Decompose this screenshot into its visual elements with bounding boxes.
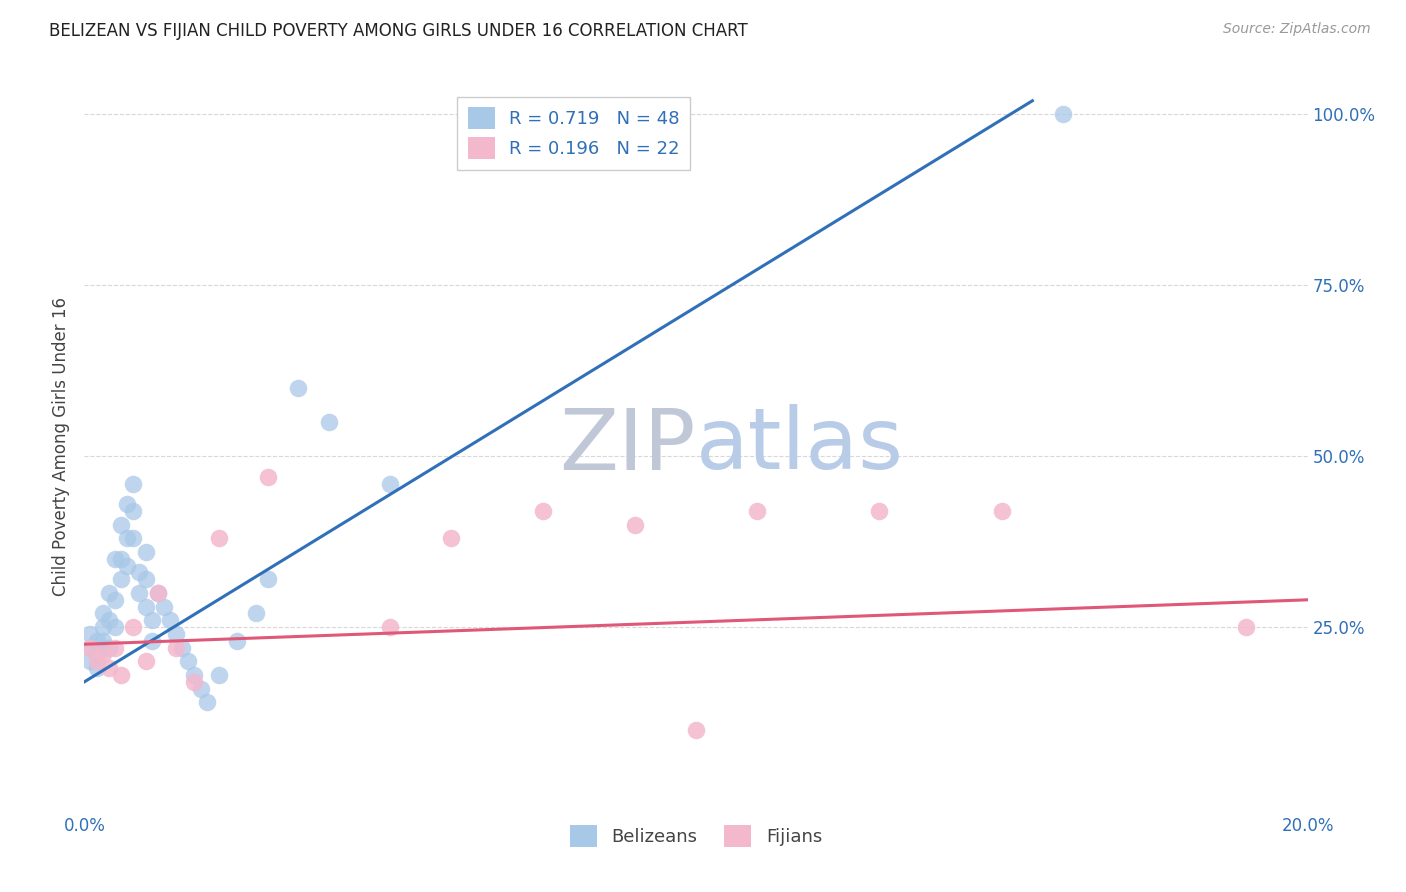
Point [135, 599, 157, 614]
Point [141, 633, 163, 648]
Point [97, 613, 120, 627]
Point [624, 517, 647, 532]
Point [183, 674, 205, 689]
Point [86, 654, 108, 668]
Point [135, 545, 157, 559]
Point [110, 572, 132, 586]
Point [128, 586, 150, 600]
Point [531, 504, 554, 518]
Point [91, 620, 114, 634]
Point [380, 476, 402, 491]
Point [97, 661, 120, 675]
Point [159, 613, 181, 627]
Point [91, 648, 114, 662]
Point [318, 415, 340, 429]
Point [146, 586, 169, 600]
Text: Source: ZipAtlas.com: Source: ZipAtlas.com [1223, 22, 1371, 37]
Point [91, 633, 114, 648]
Point [165, 627, 187, 641]
Point [79, 640, 101, 655]
Point [183, 668, 205, 682]
Point [115, 531, 138, 545]
Point [172, 640, 194, 655]
Point [122, 504, 145, 518]
Text: BELIZEAN VS FIJIAN CHILD POVERTY AMONG GIRLS UNDER 16 CORRELATION CHART: BELIZEAN VS FIJIAN CHILD POVERTY AMONG G… [49, 22, 748, 40]
Point [208, 668, 231, 682]
Point [991, 504, 1014, 518]
Point [208, 531, 231, 545]
Point [1236, 620, 1258, 634]
Point [122, 531, 145, 545]
Point [245, 607, 267, 621]
Point [440, 531, 463, 545]
Point [122, 620, 145, 634]
Point [97, 586, 120, 600]
Point [79, 654, 101, 668]
Point [135, 654, 157, 668]
Legend: Belizeans, Fijians: Belizeans, Fijians [562, 817, 830, 854]
Point [104, 620, 127, 634]
Point [110, 668, 132, 682]
Y-axis label: Child Poverty Among Girls Under 16: Child Poverty Among Girls Under 16 [52, 296, 70, 596]
Point [177, 654, 200, 668]
Point [104, 592, 127, 607]
Point [869, 504, 891, 518]
Point [79, 627, 101, 641]
Point [86, 648, 108, 662]
Point [195, 695, 218, 709]
Point [141, 613, 163, 627]
Point [135, 572, 157, 586]
Point [104, 551, 127, 566]
Point [104, 640, 127, 655]
Text: ZIP: ZIP [560, 404, 696, 488]
Point [747, 504, 769, 518]
Point [86, 633, 108, 648]
Point [287, 381, 309, 395]
Point [122, 476, 145, 491]
Text: atlas: atlas [696, 404, 904, 488]
Point [97, 640, 120, 655]
Point [110, 551, 132, 566]
Point [79, 640, 101, 655]
Point [153, 599, 176, 614]
Point [1052, 107, 1074, 121]
Point [115, 558, 138, 573]
Point [685, 723, 707, 737]
Point [115, 497, 138, 511]
Point [165, 640, 187, 655]
Point [86, 661, 108, 675]
Point [146, 586, 169, 600]
Point [226, 633, 249, 648]
Point [380, 620, 402, 634]
Point [110, 517, 132, 532]
Point [128, 566, 150, 580]
Point [257, 469, 280, 483]
Point [257, 572, 280, 586]
Point [190, 681, 212, 696]
Point [91, 607, 114, 621]
